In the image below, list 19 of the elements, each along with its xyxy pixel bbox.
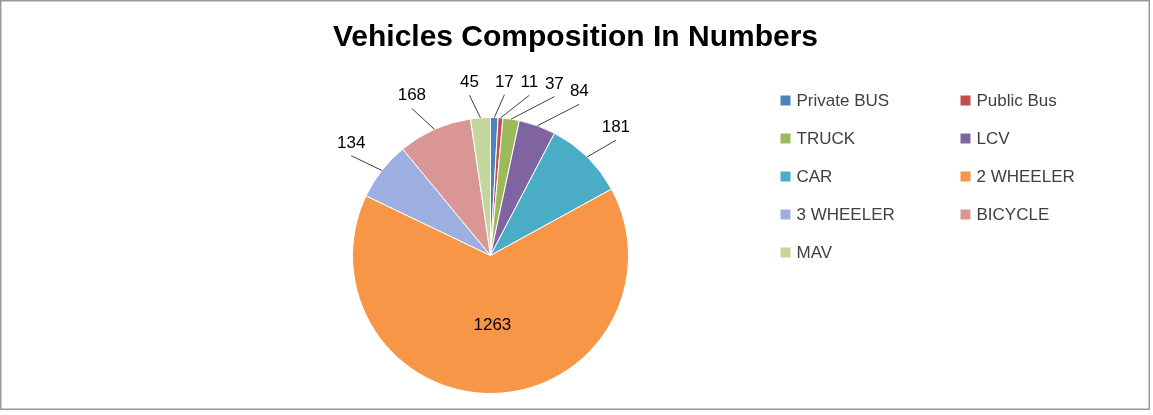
data-label: 45 xyxy=(459,72,479,92)
data-label: 168 xyxy=(397,85,427,105)
data-label: 84 xyxy=(569,81,589,101)
legend-label: LCV xyxy=(976,129,1011,148)
legend-label: 2 WHEELER xyxy=(976,167,1075,186)
data-label: 1263 xyxy=(473,315,512,335)
legend-label: TRUCK xyxy=(796,129,856,148)
data-label: 181 xyxy=(601,117,631,137)
data-label: 134 xyxy=(337,132,366,152)
legend-label: 3 WHEELER xyxy=(796,205,895,224)
legend-label: Private BUS xyxy=(796,91,890,110)
data-label: 17 xyxy=(494,71,514,91)
legend-label: BICYCLE xyxy=(976,205,1050,224)
legend-label: CAR xyxy=(796,167,833,186)
data-label: 11 xyxy=(520,72,539,92)
chart-title: Vehicles Composition In Numbers xyxy=(332,19,819,52)
legend-label: MAV xyxy=(796,243,833,262)
data-label: 37 xyxy=(544,73,564,93)
legend-label: Public Bus xyxy=(976,91,1057,110)
